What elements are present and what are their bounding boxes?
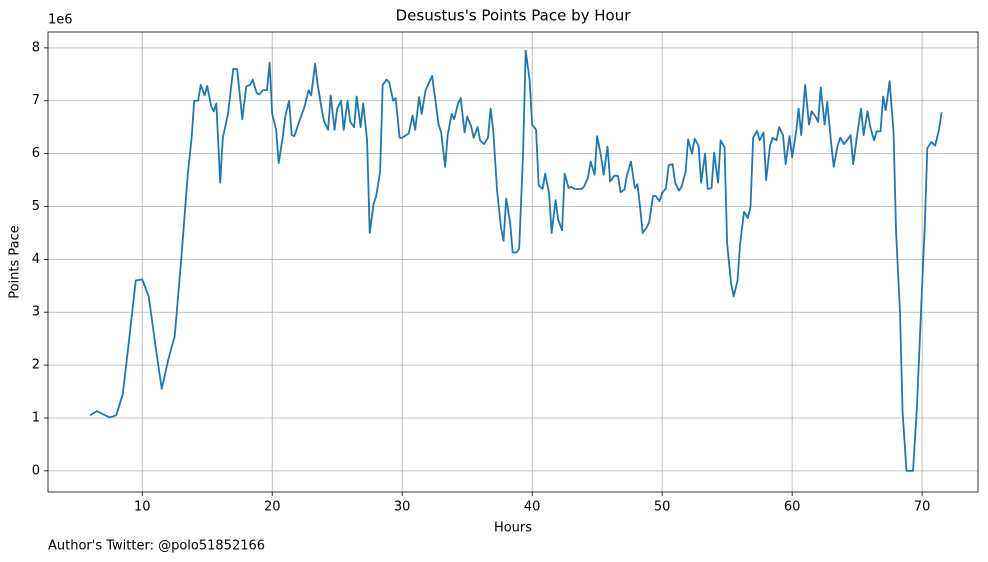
y-axis-label: Points Pace: [8, 225, 23, 299]
y-tick-label: 4: [32, 252, 40, 267]
y-tick-label: 3: [32, 305, 40, 320]
x-tick-label: 30: [394, 500, 411, 515]
y-tick-label: 2: [32, 358, 40, 373]
x-tick-label: 70: [914, 500, 931, 515]
footnote: Author's Twitter: @polo51852166: [48, 539, 265, 554]
plot-frame: [47, 31, 979, 493]
data-line: [89, 49, 943, 472]
y-tick-label: 1: [32, 410, 40, 425]
x-tick-label: 60: [784, 500, 801, 515]
y-tick-label: 5: [32, 199, 40, 214]
y-tick-label: 8: [32, 40, 40, 55]
x-tick-label: 40: [524, 500, 541, 515]
x-tick-label: 10: [134, 500, 151, 515]
y-tick-label: 6: [32, 146, 40, 161]
y-offset-label: 1e6: [48, 13, 73, 28]
x-tick-label: 20: [264, 500, 281, 515]
x-tick-label: 50: [654, 500, 671, 515]
y-tick-label: 7: [32, 93, 40, 108]
x-axis-label: Hours: [494, 521, 532, 536]
y-tick-label: 0: [32, 463, 40, 478]
chart-title: Desustus's Points Pace by Hour: [396, 7, 632, 25]
